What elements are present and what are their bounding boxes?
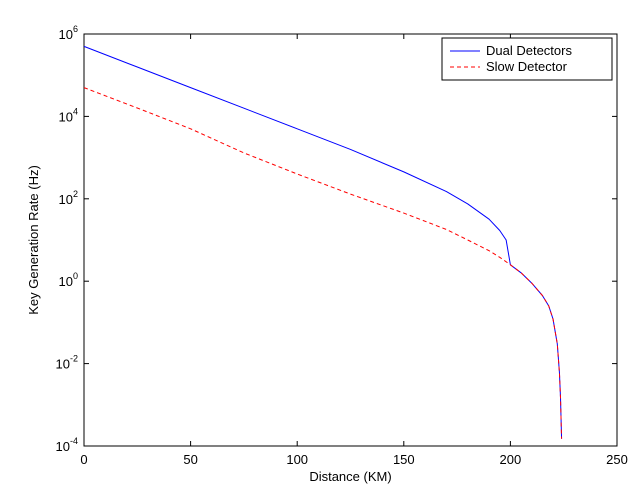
x-axis-label: Distance (KM): [309, 469, 391, 484]
series-line-2: [83, 87, 563, 439]
y-tick-label: 104: [59, 106, 78, 124]
x-tick-label: 0: [80, 452, 87, 467]
x-tick-label: 50: [183, 452, 197, 467]
x-tick-label: 100: [286, 452, 308, 467]
series-line-1: [83, 45, 563, 439]
y-tick-label: 10-2: [56, 354, 78, 372]
legend-label: Slow Detector: [486, 59, 568, 74]
legend-box: [441, 37, 613, 81]
y-tick-label: 106: [59, 24, 78, 42]
series-layer: [83, 45, 563, 439]
legend-label: Dual Detectors: [486, 43, 572, 58]
y-tick-label: 10-4: [56, 436, 78, 454]
y-tick-label: 102: [59, 189, 78, 207]
x-tick-label: 200: [500, 452, 522, 467]
y-axis-ticks: 10-4 10-2 100 102 104 106: [56, 24, 617, 454]
y-tick-label: 100: [59, 271, 78, 289]
x-tick-label: 150: [393, 452, 415, 467]
y-axis-label: Key Generation Rate (Hz): [26, 165, 41, 315]
x-tick-label: 250: [606, 452, 628, 467]
plot-area: [83, 33, 618, 447]
x-axis-ticks: 0 50 100 150 200 250: [80, 34, 628, 467]
